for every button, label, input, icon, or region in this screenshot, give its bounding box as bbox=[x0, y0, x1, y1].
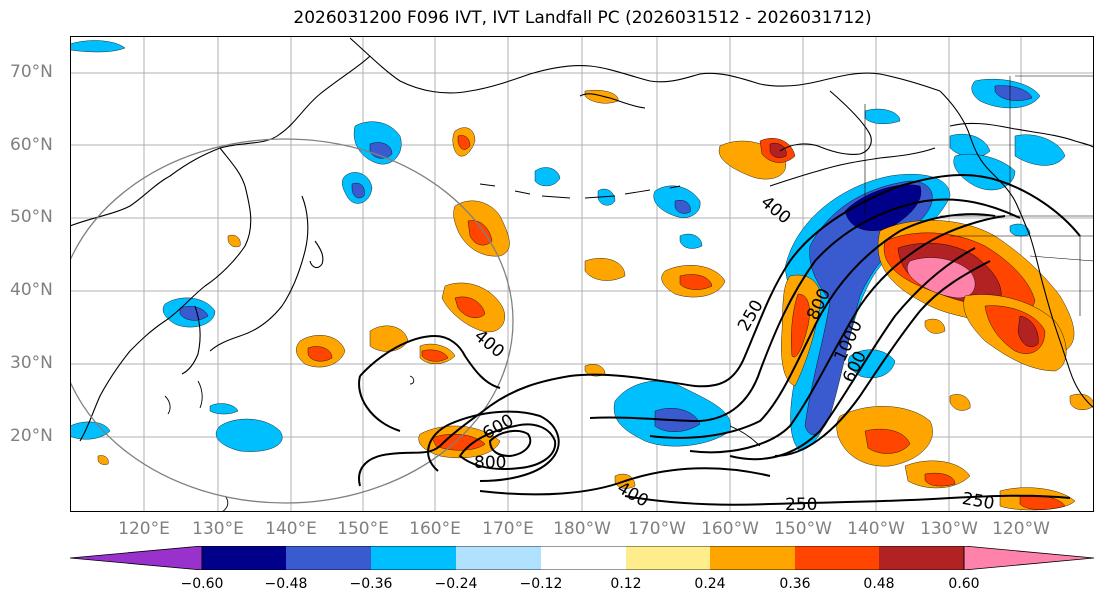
lat-label-60n: 60°N bbox=[10, 135, 53, 155]
map-title: 2026031200 F096 IVT, IVT Landfall PC (20… bbox=[293, 8, 872, 28]
contour-label: 400 bbox=[470, 326, 508, 362]
islands bbox=[164, 183, 761, 512]
contour-label: 250 bbox=[960, 489, 995, 512]
lat-label-20n: 20°N bbox=[10, 426, 53, 446]
contour-label: 400 bbox=[757, 192, 795, 228]
lon-label-120e: 120°E bbox=[118, 519, 170, 539]
lon-label-170e: 170°E bbox=[482, 519, 534, 539]
lon-label-160w: 160°W bbox=[701, 519, 759, 539]
contour-label: 250 bbox=[785, 495, 817, 512]
colorbar-tick: 0.12 bbox=[610, 576, 642, 592]
colorbar-tick: −0.12 bbox=[519, 576, 563, 592]
colorbar-segment bbox=[541, 546, 626, 570]
colorbar bbox=[70, 546, 1094, 570]
colorbar-segment bbox=[286, 546, 371, 570]
lat-label-50n: 50°N bbox=[10, 207, 53, 227]
colorbar-tick: −0.48 bbox=[264, 576, 308, 592]
colorbar-frame bbox=[201, 546, 965, 570]
negative-pc-shading bbox=[70, 40, 1066, 452]
colorbar-tick: 0.36 bbox=[779, 576, 811, 592]
contour-label: 800 bbox=[474, 453, 506, 473]
lon-label-140w: 140°W bbox=[847, 519, 905, 539]
lon-label-180w: 180°W bbox=[553, 519, 611, 539]
lon-label-120w: 120°W bbox=[992, 519, 1050, 539]
borders bbox=[864, 75, 1094, 316]
colorbar-tick: −0.60 bbox=[180, 576, 224, 592]
lon-label-170w: 170°W bbox=[628, 519, 686, 539]
colorbar-tick: 0.60 bbox=[948, 576, 980, 592]
map-canvas: 250 400 600 800 1000 400 600 800 400 250… bbox=[70, 36, 1094, 512]
map-panel: 250 400 600 800 1000 400 600 800 400 250… bbox=[70, 36, 1094, 512]
colorbar-segment bbox=[795, 546, 879, 570]
colorbar-segment bbox=[626, 546, 710, 570]
colorbar-segment bbox=[879, 546, 964, 570]
colorbar-segment bbox=[456, 546, 541, 570]
colorbar-segment bbox=[371, 546, 456, 570]
colorbar-tick: 0.24 bbox=[694, 576, 726, 592]
lon-label-160e: 160°E bbox=[409, 519, 461, 539]
colorbar-segment bbox=[202, 546, 286, 570]
colorbar-tick: 0.48 bbox=[863, 576, 895, 592]
colorbar-tick: −0.36 bbox=[349, 576, 393, 592]
ivt-contours bbox=[358, 174, 1081, 506]
colorbar-segment bbox=[710, 546, 795, 570]
lat-label-40n: 40°N bbox=[10, 280, 53, 300]
colorbar-extend-high bbox=[963, 546, 1094, 570]
lon-label-130e: 130°E bbox=[192, 519, 244, 539]
lat-label-30n: 30°N bbox=[10, 353, 53, 373]
lon-label-150w: 150°W bbox=[774, 519, 832, 539]
lon-label-130w: 130°W bbox=[920, 519, 978, 539]
lat-label-70n: 70°N bbox=[10, 62, 53, 82]
colorbar-tick: −0.24 bbox=[434, 576, 478, 592]
lon-label-150e: 150°E bbox=[337, 519, 389, 539]
lon-label-140e: 140°E bbox=[265, 519, 317, 539]
positive-pc-shading bbox=[97, 90, 1094, 511]
range-circle bbox=[70, 138, 514, 504]
colorbar-extend-low bbox=[70, 546, 203, 570]
